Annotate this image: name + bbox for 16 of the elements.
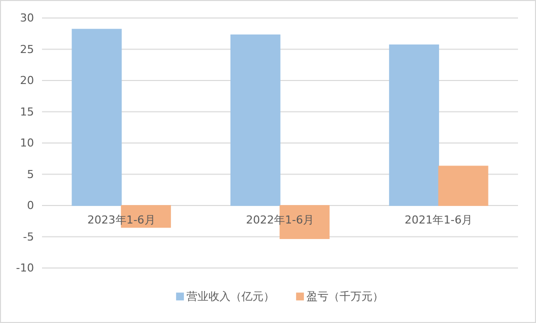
- legend-label: 盈亏（千万元）: [306, 290, 384, 303]
- bar: [72, 28, 122, 206]
- bar: [438, 166, 488, 206]
- y-tick-label: 30: [20, 12, 34, 25]
- y-tick-label: -10: [16, 262, 34, 275]
- y-tick-label: 10: [20, 136, 34, 150]
- bar: [389, 44, 440, 206]
- y-tick-label: 5: [27, 168, 34, 181]
- y-tick-label: -5: [23, 230, 34, 244]
- y-tick-label: 20: [20, 74, 34, 88]
- x-tick-label: 2021年1-6月: [404, 214, 473, 226]
- y-tick-label: 15: [20, 105, 34, 118]
- y-tick-label: 0: [27, 199, 34, 212]
- y-tick-label: 25: [20, 42, 34, 56]
- legend-label: 营业收入（亿元）: [186, 290, 274, 303]
- bar: [230, 34, 280, 206]
